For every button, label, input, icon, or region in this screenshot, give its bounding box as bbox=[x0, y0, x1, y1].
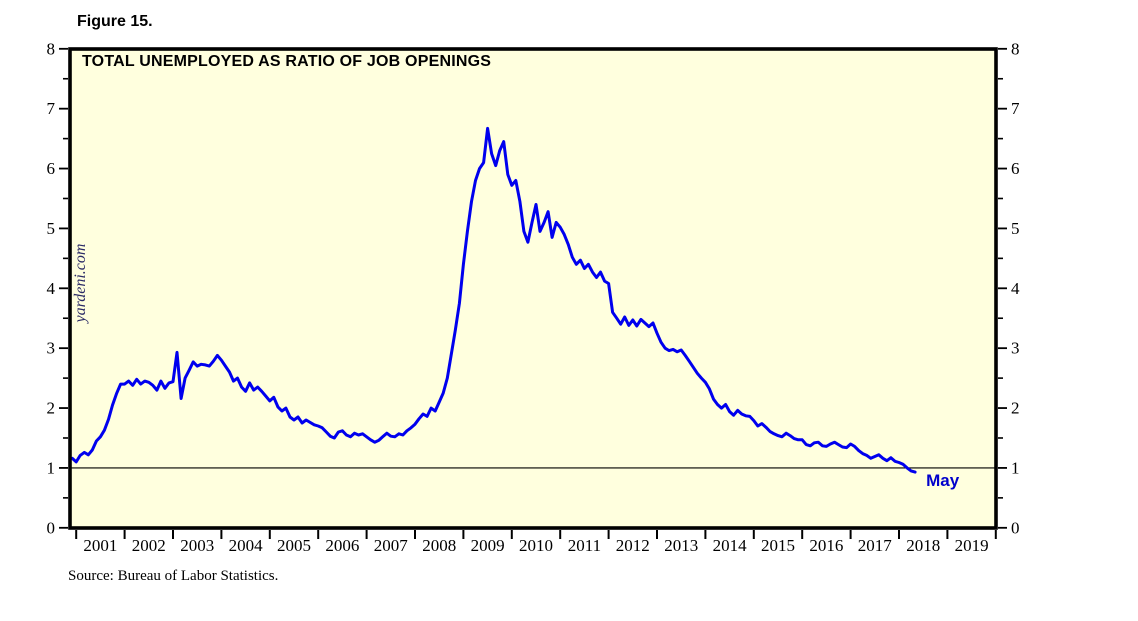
chart-title: TOTAL UNEMPLOYED AS RATIO OF JOB OPENING… bbox=[82, 53, 492, 70]
y-axis-tick-label-left: 7 bbox=[47, 99, 56, 118]
y-axis-tick-label-left: 4 bbox=[47, 279, 56, 298]
x-axis-year-label: 2001 bbox=[83, 536, 117, 555]
x-axis-year-label: 2013 bbox=[664, 536, 698, 555]
x-axis-year-label: 2018 bbox=[906, 536, 940, 555]
x-axis-year-label: 2017 bbox=[858, 536, 893, 555]
y-axis-tick-label-right: 5 bbox=[1011, 219, 1020, 238]
y-axis-tick-label-right: 6 bbox=[1011, 159, 1020, 178]
x-axis-year-label: 2004 bbox=[229, 536, 264, 555]
y-axis-tick-label-right: 7 bbox=[1011, 99, 1020, 118]
y-axis-tick-label-left: 0 bbox=[47, 518, 56, 537]
x-axis-year-label: 2012 bbox=[616, 536, 650, 555]
plot-area bbox=[70, 49, 996, 528]
x-axis-year-label: 2002 bbox=[132, 536, 166, 555]
y-axis-tick-label-left: 2 bbox=[47, 399, 56, 418]
y-axis-tick-label-left: 5 bbox=[47, 219, 56, 238]
y-axis-tick-label-right: 4 bbox=[1011, 279, 1020, 298]
figure-number-label: Figure 15. bbox=[77, 13, 153, 30]
x-axis-year-label: 2010 bbox=[519, 536, 553, 555]
yardeni-watermark: yardeni.com bbox=[72, 244, 89, 325]
latest-month-annotation: May bbox=[926, 471, 960, 490]
unemployed-per-opening-line bbox=[70, 126, 917, 474]
x-axis-year-label: 2016 bbox=[809, 536, 843, 555]
x-axis-year-label: 2009 bbox=[471, 536, 505, 555]
x-axis-year-label: 2014 bbox=[713, 536, 748, 555]
x-axis-year-label: 2011 bbox=[568, 536, 601, 555]
x-axis-year-label: 2015 bbox=[761, 536, 795, 555]
x-axis-year-label: 2019 bbox=[955, 536, 989, 555]
y-axis-tick-label-left: 6 bbox=[47, 159, 56, 178]
y-axis-tick-label-right: 1 bbox=[1011, 458, 1020, 477]
source-attribution: Source: Bureau of Labor Statistics. bbox=[68, 568, 279, 584]
y-axis-tick-label-right: 2 bbox=[1011, 399, 1020, 418]
y-axis-tick-label-left: 1 bbox=[47, 458, 56, 477]
plot-border bbox=[68, 47, 998, 530]
x-axis-year-label: 2003 bbox=[180, 536, 214, 555]
x-axis-year-label: 2007 bbox=[374, 536, 409, 555]
x-axis-year-label: 2006 bbox=[325, 536, 359, 555]
y-axis-tick-label-left: 8 bbox=[47, 39, 56, 58]
x-axis-year-label: 2005 bbox=[277, 536, 311, 555]
y-axis-tick-label-left: 3 bbox=[47, 339, 56, 358]
x-axis-year-label: 2008 bbox=[422, 536, 456, 555]
y-axis-tick-label-right: 3 bbox=[1011, 339, 1020, 358]
y-axis-tick-label-right: 8 bbox=[1011, 39, 1020, 58]
y-axis-tick-label-right: 0 bbox=[1011, 518, 1020, 537]
